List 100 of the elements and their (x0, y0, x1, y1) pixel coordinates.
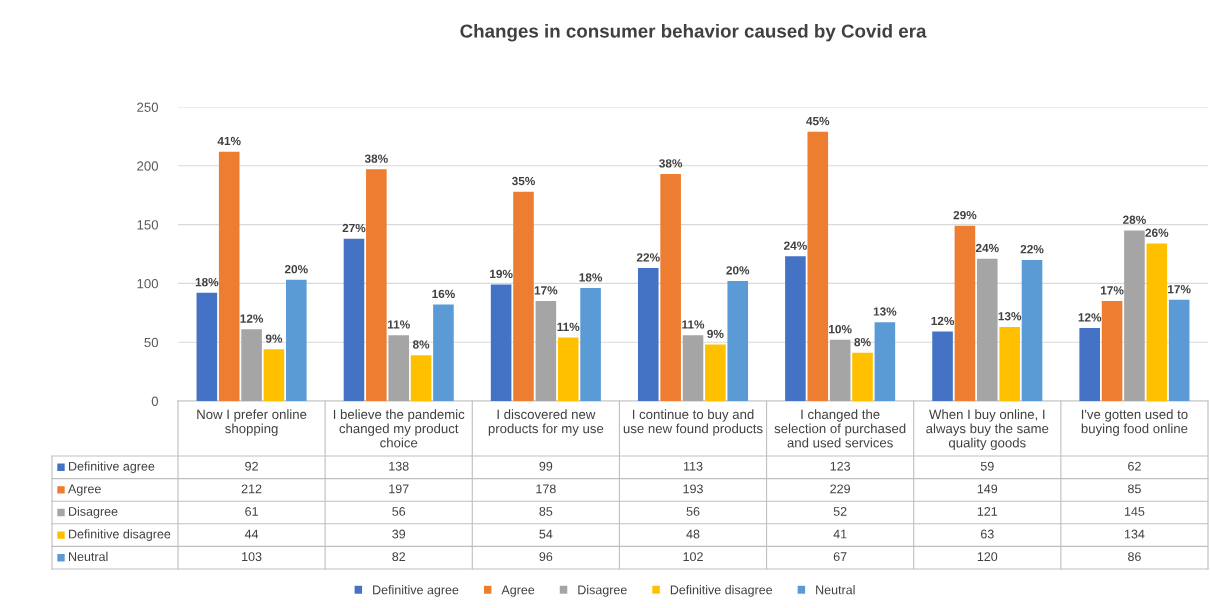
annotation: 24% (975, 243, 999, 253)
chart-title: Changes in consumer behavior caused by Covid era (460, 23, 927, 42)
bar (660, 174, 681, 401)
data-label: 54 (539, 529, 553, 539)
bar (829, 339, 851, 401)
annotation: 8% (412, 340, 430, 349)
y-tick-label: 0 (151, 396, 159, 406)
x-tick-label: When I buy online, I always buy the same quality goods (926, 409, 1049, 451)
data-label: 123 (830, 461, 851, 471)
bar (1101, 301, 1123, 401)
data-label: 197 (389, 484, 409, 494)
data-label: 138 (389, 461, 409, 471)
legend-label: Disagree (69, 506, 118, 519)
bar (343, 238, 365, 401)
x-tick-label: I changed the selection of purchased and used services (774, 409, 906, 448)
data-label: 145 (1124, 507, 1145, 516)
annotation: 13% (998, 312, 1022, 321)
annotation: 28% (1123, 215, 1146, 224)
bar (1146, 243, 1168, 401)
bar (263, 349, 285, 401)
data-label: 63 (980, 529, 994, 539)
annotation: 17% (1168, 285, 1191, 294)
annotation: 16% (432, 289, 455, 299)
legend-label: Agree (68, 484, 101, 496)
x-tick-label: Now I prefer online shopping (197, 409, 307, 436)
data-label: 178 (536, 484, 556, 494)
data-label: 59 (980, 461, 994, 471)
annotation: 35% (511, 176, 535, 186)
data-label: 56 (686, 507, 700, 516)
bar (999, 326, 1020, 401)
data-label: 92 (245, 461, 258, 471)
text: Disagree (578, 585, 627, 597)
annotation: 11% (557, 322, 580, 331)
annotation: 45% (806, 116, 830, 126)
bar (1168, 299, 1190, 401)
bar (637, 268, 659, 401)
data-label: 85 (539, 507, 553, 516)
data-label: 85 (1128, 484, 1141, 494)
data-label: 212 (241, 484, 262, 494)
y-tick-label: 250 (137, 102, 159, 112)
data-label: 56 (392, 507, 406, 516)
legend-label: Definitive disagree (69, 529, 171, 541)
legend-label: Neutral (816, 585, 855, 595)
bar (366, 169, 387, 401)
data-label: 39 (392, 529, 406, 539)
annotation: 38% (659, 159, 683, 168)
bar (705, 344, 726, 401)
annotation: 19% (490, 269, 513, 279)
annotation: 8% (854, 337, 871, 347)
bar (1021, 259, 1043, 401)
annotation: 11% (387, 320, 410, 329)
data-label: 149 (977, 484, 998, 494)
data-label: 113 (683, 461, 703, 471)
bar (1079, 328, 1100, 401)
data-label: 48 (686, 529, 700, 539)
data-label: 96 (539, 552, 553, 562)
annotation: 13% (873, 307, 897, 316)
annotation: 18% (195, 277, 219, 287)
annotation: 11% (682, 320, 705, 329)
x-tick-label: I continue to buy and use new found products (623, 409, 763, 436)
data-label: 67 (833, 552, 847, 562)
data-label: 103 (242, 552, 262, 562)
text: Definitive agree (373, 585, 459, 597)
text: Agree (501, 585, 535, 597)
x-tick-label: I believe the pandemic changed my product choice (333, 409, 465, 448)
annotation: 26% (1145, 228, 1169, 237)
bar (976, 258, 998, 401)
bar (954, 225, 976, 401)
data-label: 61 (245, 507, 258, 516)
bar (433, 304, 454, 401)
data-label: 121 (977, 507, 998, 516)
text: Neutral (69, 551, 108, 562)
data-label: 102 (683, 552, 703, 562)
bar (932, 331, 953, 401)
annotation: 22% (636, 253, 660, 262)
bar (557, 337, 579, 401)
bar (410, 355, 432, 401)
bar (580, 288, 601, 401)
annotation: 17% (534, 286, 558, 295)
data-label: 41 (833, 529, 847, 539)
data-label: 120 (977, 552, 998, 562)
bar (874, 322, 896, 401)
bar (218, 151, 240, 401)
annotation: 27% (342, 223, 366, 233)
x-tick-label: I've gotten used to buying food online (1081, 409, 1188, 436)
y-tick-label: 200 (137, 161, 159, 171)
annotation: 24% (784, 241, 807, 250)
bar (286, 279, 307, 401)
bar (852, 352, 873, 401)
bar (727, 281, 749, 401)
text: Definitive disagree (670, 585, 773, 597)
annotation: 12% (931, 316, 955, 326)
y-tick-label: 50 (144, 337, 159, 348)
annotation: 20% (284, 265, 308, 274)
annotation: 9% (265, 334, 283, 343)
y-tick-label: 150 (137, 220, 159, 230)
data-label: 44 (244, 529, 259, 539)
annotation: 38% (364, 154, 388, 163)
annotation: 17% (1100, 286, 1124, 295)
annotation: 12% (1078, 313, 1102, 322)
